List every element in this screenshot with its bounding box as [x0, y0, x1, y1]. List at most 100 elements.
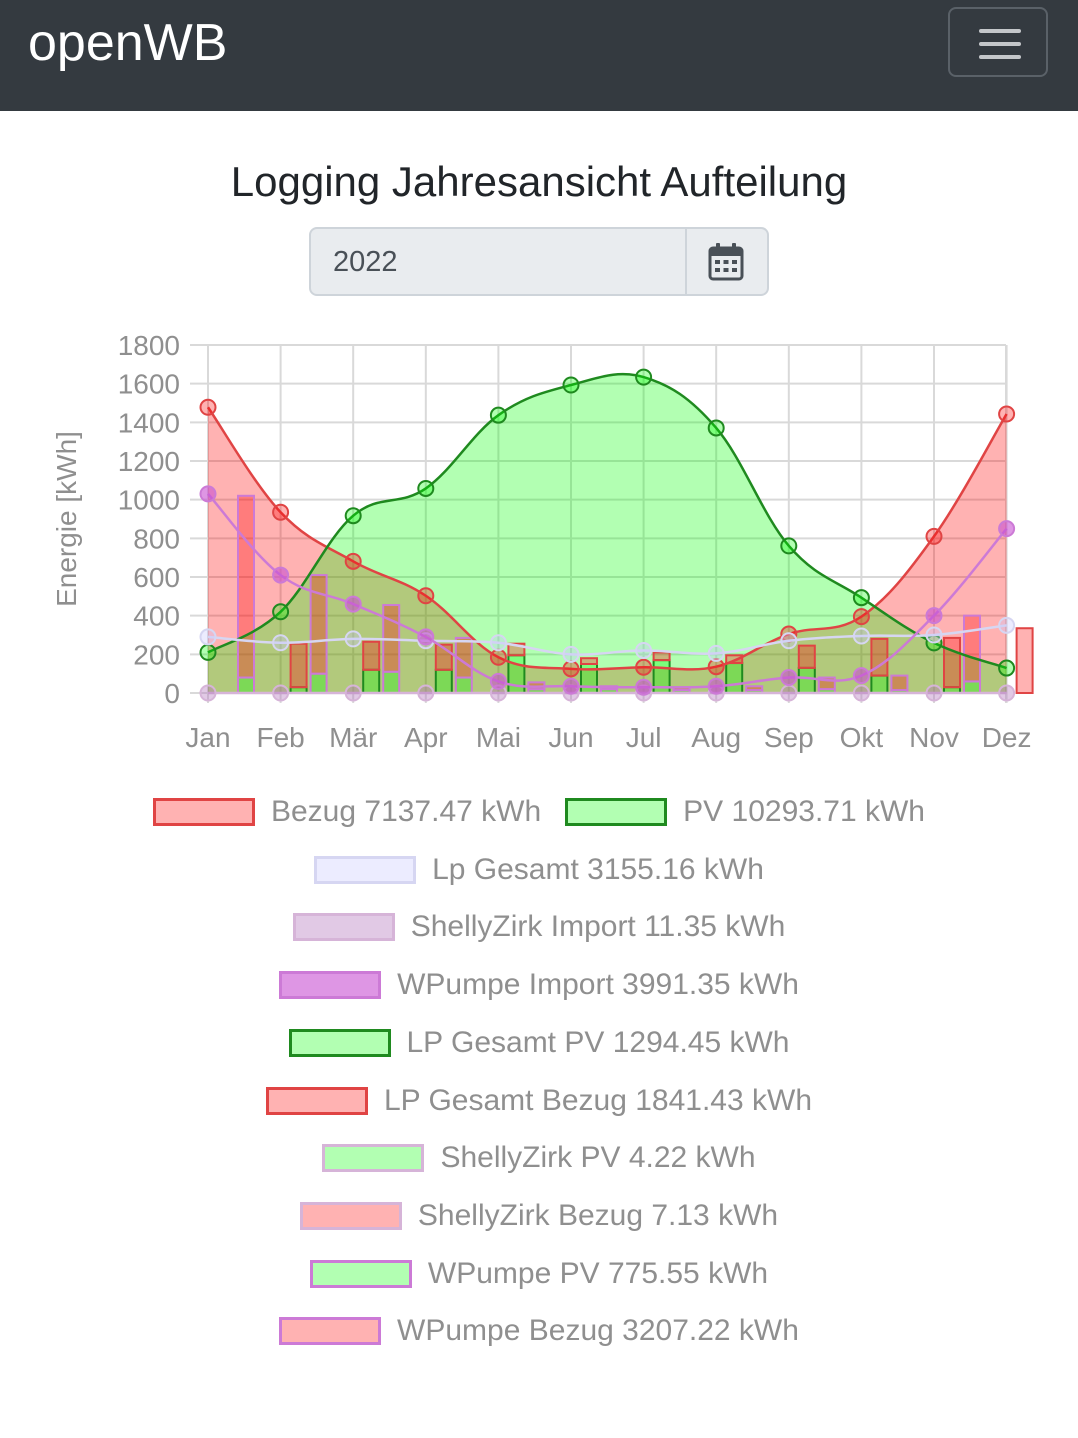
bar-0-8	[797, 666, 816, 695]
point-1-9	[852, 589, 870, 607]
bar-4-3	[454, 676, 473, 694]
y-tick-label: 1800	[118, 330, 180, 361]
legend-label: WPumpe Import 3991.35 kWh	[397, 968, 799, 1002]
legend-swatch	[279, 971, 382, 1000]
point-0-10	[925, 527, 943, 545]
point-1-11	[998, 659, 1016, 677]
point-0-0	[199, 398, 217, 416]
legend-swatch	[565, 798, 668, 826]
legend-item[interactable]: Lp Gesamt 3155.16 kWh	[314, 853, 764, 887]
legend-swatch	[314, 855, 417, 884]
hamburger-bar	[979, 42, 1021, 46]
bar-4-2	[382, 670, 401, 695]
menu-toggle-button[interactable]	[948, 7, 1048, 77]
point-0-7	[707, 658, 725, 676]
point-3-10	[925, 684, 943, 702]
bar-5-7	[745, 685, 764, 692]
point-0-3	[417, 587, 435, 605]
area-series-1	[208, 374, 1007, 693]
point-1-6	[635, 368, 653, 386]
bar-1-11	[1015, 627, 1034, 695]
legend-item[interactable]: ShellyZirk PV 4.22 kWh	[322, 1141, 756, 1175]
bar-1-5	[580, 657, 598, 666]
x-tick-label: Jul	[626, 722, 662, 753]
year-picker[interactable]: 2022	[309, 227, 769, 296]
line-series-0	[206, 406, 1008, 671]
legend-label: ShellyZirk Import 11.35 kWh	[410, 910, 786, 944]
point-0-5	[562, 660, 580, 678]
calendar-icon	[708, 243, 744, 281]
legend-item[interactable]: Bezug 7137.47 kWh	[152, 795, 542, 829]
legend-item[interactable]: WPumpe PV 775.55 kWh	[309, 1257, 768, 1291]
point-2-1	[272, 634, 290, 652]
legend-swatch	[288, 1028, 391, 1057]
point-2-4	[489, 634, 507, 652]
legend-swatch	[292, 913, 395, 942]
x-tick-label: Mai	[476, 722, 521, 753]
point-4-10	[925, 607, 943, 625]
point-4-0	[199, 485, 217, 503]
legend-swatch	[299, 1201, 402, 1230]
point-4-11	[998, 520, 1016, 538]
point-3-0	[199, 684, 217, 702]
bar-1-4	[507, 642, 526, 657]
bar-1-6	[652, 651, 671, 662]
legend-item[interactable]: ShellyZirk Import 11.35 kWh	[292, 910, 786, 944]
point-4-3	[417, 628, 435, 646]
legend-item[interactable]: PV 10293.71 kWh	[565, 795, 925, 829]
point-4-2	[344, 595, 362, 613]
legend-item[interactable]: LP Gesamt Bezug 1841.43 kWh	[265, 1084, 812, 1118]
point-2-2	[344, 630, 362, 648]
point-0-11	[998, 405, 1016, 423]
point-2-0	[199, 628, 217, 646]
legend-swatch	[322, 1144, 425, 1173]
x-tick-label: Aug	[691, 722, 741, 753]
legend-item[interactable]: WPumpe Bezug 3207.22 kWh	[279, 1314, 799, 1348]
area-series-0	[208, 407, 1007, 693]
y-tick-label: 400	[133, 601, 180, 632]
hamburger-menu-icon	[979, 29, 1021, 33]
x-tick-label: Jun	[548, 722, 593, 753]
legend-row: WPumpe Import 3991.35 kWh	[0, 968, 1078, 1008]
year-input[interactable]: 2022	[333, 246, 398, 278]
point-4-7	[707, 677, 725, 695]
legend-row: ShellyZirk PV 4.22 kWh	[0, 1141, 1078, 1181]
bar-0-3	[434, 668, 453, 694]
point-3-1	[272, 684, 290, 702]
y-tick-label: 0	[164, 678, 180, 709]
bar-4-1	[309, 672, 328, 694]
legend-row: Lp Gesamt 3155.16 kWh	[0, 853, 1078, 893]
point-2-9	[852, 627, 870, 645]
hamburger-bar	[979, 55, 1021, 59]
bar-0-2	[362, 668, 381, 694]
legend-label: ShellyZirk PV 4.22 kWh	[440, 1141, 756, 1175]
point-0-1	[272, 503, 290, 521]
legend-item[interactable]: WPumpe Import 3991.35 kWh	[279, 968, 799, 1002]
bar-1-8	[797, 644, 816, 669]
y-tick-label: 1200	[118, 446, 180, 477]
legend-item[interactable]: LP Gesamt PV 1294.45 kWh	[288, 1026, 789, 1060]
point-3-9	[852, 684, 870, 702]
legend-item[interactable]: ShellyZirk Bezug 7.13 kWh	[299, 1199, 778, 1233]
page-title: Logging Jahresansicht Aufteilung	[230, 158, 848, 205]
point-4-5	[562, 677, 580, 695]
bar-5-9	[890, 674, 909, 692]
point-0-4	[489, 648, 507, 666]
y-axis-label: Energie [kWh]	[51, 431, 82, 607]
point-2-5	[562, 645, 580, 663]
y-tick-label: 1600	[118, 369, 180, 400]
legend-label: Bezug 7137.47 kWh	[270, 795, 542, 828]
legend-label: Lp Gesamt 3155.16 kWh	[432, 852, 764, 886]
calendar-button[interactable]	[685, 229, 767, 294]
point-1-8	[780, 537, 798, 555]
x-tick-label: Apr	[404, 722, 448, 753]
point-1-2	[344, 507, 362, 525]
x-tick-label: Nov	[909, 722, 959, 753]
bar-1-1	[289, 642, 308, 689]
x-tick-label: Okt	[840, 722, 884, 753]
brand-logo[interactable]: openWB	[28, 14, 228, 72]
point-1-3	[417, 479, 435, 497]
bar-4-10	[963, 680, 981, 694]
legend-row: LP Gesamt Bezug 1841.43 kWh	[0, 1084, 1078, 1124]
y-tick-label: 200	[133, 639, 180, 670]
